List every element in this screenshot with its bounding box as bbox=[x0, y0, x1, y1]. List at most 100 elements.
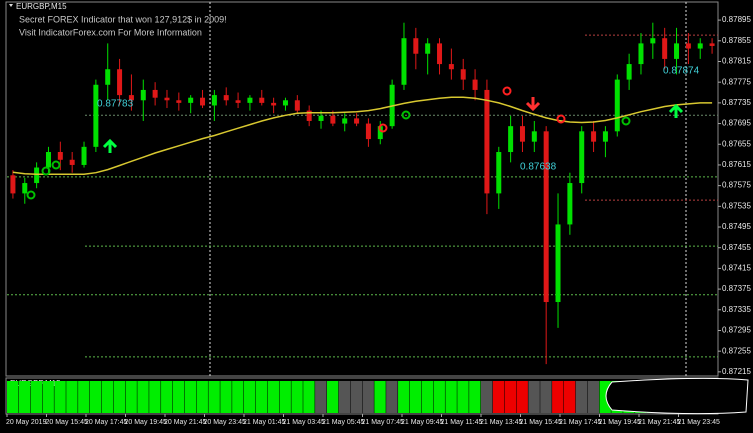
candle-body bbox=[57, 152, 63, 160]
candle-body bbox=[22, 183, 28, 194]
candle-body bbox=[460, 69, 466, 80]
histogram-bar bbox=[563, 381, 576, 413]
candle-body bbox=[342, 118, 348, 124]
histogram-bar bbox=[196, 381, 208, 413]
price-label: 0.87783 bbox=[97, 99, 134, 110]
histogram-bar bbox=[161, 381, 173, 413]
candle-body bbox=[519, 126, 525, 142]
candle-body bbox=[271, 102, 277, 106]
x-tick-label: 21 May 07:45 bbox=[362, 419, 405, 426]
candle-body bbox=[365, 123, 371, 140]
histogram-bar bbox=[220, 381, 232, 413]
y-tick-label: 0.87615 bbox=[722, 160, 751, 169]
histogram-bar bbox=[54, 381, 66, 413]
histogram-bar bbox=[350, 381, 362, 413]
histogram-bar bbox=[208, 381, 220, 413]
signal-dot bbox=[401, 110, 411, 120]
histogram-bar bbox=[66, 381, 78, 413]
histogram-bar bbox=[279, 381, 291, 413]
candle-body bbox=[176, 100, 182, 103]
signal-dot bbox=[556, 114, 566, 124]
candle-body bbox=[496, 152, 502, 194]
buy-arrow bbox=[668, 103, 684, 118]
histogram-bar bbox=[433, 381, 445, 413]
price-label: 0.87874 bbox=[663, 66, 700, 77]
candle-body bbox=[650, 38, 656, 44]
candle-body bbox=[10, 175, 16, 194]
header-line: Secret FOREX Indicator that won 127,912$… bbox=[19, 14, 227, 24]
candle-body bbox=[567, 183, 573, 225]
histogram-bar bbox=[374, 381, 386, 413]
candle-body bbox=[354, 118, 360, 124]
candle-body bbox=[602, 131, 608, 142]
candle-body bbox=[531, 131, 537, 142]
y-tick-label: 0.87815 bbox=[722, 57, 751, 66]
candle-body bbox=[674, 43, 680, 59]
y-tick-label: 0.87455 bbox=[722, 243, 751, 252]
x-tick-label: 21 May 17:45 bbox=[559, 419, 602, 426]
candle-body bbox=[164, 97, 170, 101]
histogram-bar bbox=[445, 381, 457, 413]
candle-body bbox=[282, 100, 288, 106]
histogram-bar bbox=[42, 381, 54, 413]
candle-body bbox=[235, 100, 241, 103]
candle-body bbox=[330, 115, 336, 124]
x-tick-label: 21 May 15:45 bbox=[520, 419, 563, 426]
histogram-bar bbox=[326, 381, 339, 413]
symbol: EURGBP,M15 bbox=[16, 2, 67, 11]
histogram-bar bbox=[492, 381, 505, 413]
candle-body bbox=[247, 97, 253, 103]
candle-body bbox=[200, 97, 206, 106]
candle-body bbox=[140, 89, 146, 101]
y-tick-label: 0.87255 bbox=[722, 346, 751, 355]
signal-dot bbox=[51, 160, 61, 170]
x-tick-label: 20 May 23:45 bbox=[204, 419, 247, 426]
histogram-bar bbox=[18, 381, 31, 413]
histogram-bar bbox=[101, 381, 114, 413]
histogram-bar bbox=[149, 381, 161, 413]
histogram-bar bbox=[504, 381, 517, 413]
candle-body bbox=[377, 126, 383, 140]
x-tick-label: 21 May 03:45 bbox=[283, 419, 326, 426]
y-tick-label: 0.87415 bbox=[722, 264, 751, 273]
candle-body bbox=[81, 146, 87, 165]
histogram-bar bbox=[528, 381, 540, 413]
menu-icon bbox=[9, 4, 13, 7]
signals bbox=[26, 86, 684, 200]
candle-body bbox=[472, 79, 478, 90]
histogram-bar bbox=[540, 381, 552, 413]
histogram-bar bbox=[89, 381, 102, 413]
candle-body bbox=[437, 43, 443, 65]
y-tick-label: 0.87535 bbox=[722, 201, 751, 210]
candle-body bbox=[448, 64, 454, 70]
histogram-bar bbox=[184, 381, 197, 413]
redaction bbox=[605, 377, 749, 415]
y-tick-label: 0.87335 bbox=[722, 305, 751, 314]
x-tick-label: 21 May 11:45 bbox=[441, 419, 483, 426]
signal-dot bbox=[621, 116, 631, 126]
histogram-bar bbox=[7, 381, 19, 413]
x-tick-label: 21 May 09:45 bbox=[401, 419, 444, 426]
candle-body bbox=[223, 95, 229, 101]
y-tick-label: 0.87775 bbox=[722, 77, 751, 86]
candle-body bbox=[508, 126, 514, 153]
histogram-bar bbox=[587, 381, 599, 413]
histogram-bar bbox=[244, 381, 256, 413]
histogram-bar bbox=[516, 381, 528, 413]
x-tick-label: 20 May 19:45 bbox=[125, 419, 168, 426]
y-tick-label: 0.87695 bbox=[722, 119, 751, 128]
candle-body bbox=[105, 69, 111, 85]
histogram-bar bbox=[255, 381, 268, 413]
y-tick-label: 0.87735 bbox=[722, 98, 751, 107]
histogram-bar bbox=[457, 381, 469, 413]
x-tick-label: 20 May 2019 bbox=[6, 419, 47, 426]
candle-body bbox=[591, 131, 597, 142]
price-label: 0.87638 bbox=[520, 162, 557, 173]
candle-body bbox=[709, 43, 715, 46]
histogram-bar bbox=[362, 381, 374, 413]
candle-body bbox=[685, 43, 691, 49]
candle-body bbox=[638, 43, 644, 65]
y-tick-label: 0.87895 bbox=[722, 15, 751, 24]
y-tick-label: 0.87855 bbox=[722, 36, 751, 45]
